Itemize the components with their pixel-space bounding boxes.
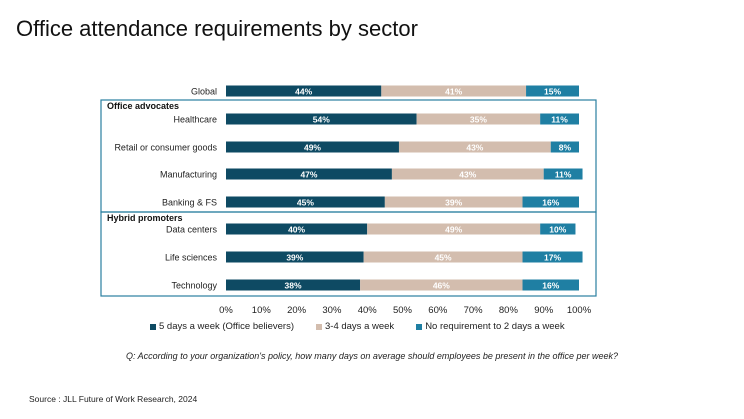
data-label-retail-or-consumer-goods-3-4-days-a-week: 43% (466, 142, 483, 152)
bar-manufacturing-3-4-days-a-week (391, 168, 544, 180)
bar-banking-fs-3-4-days-a-week (384, 196, 523, 208)
bar-retail-or-consumer-goods-no-requirement-to-2-days-a-week (550, 141, 579, 153)
data-label-manufacturing-5-days-a-week-office-believers: 47% (300, 169, 317, 179)
data-label-life-sciences-3-4-days-a-week: 45% (435, 252, 452, 262)
bar-healthcare-3-4-days-a-week (416, 113, 541, 125)
category-label-data-centers: Data centers (166, 225, 218, 235)
chart-legend: 5 days a week (Office believers) 3-4 day… (150, 321, 565, 332)
data-label-banking-fs-no-requirement-to-2-days-a-week: 16% (542, 197, 559, 207)
source-note: Source : JLL Future of Work Research, 20… (29, 394, 198, 404)
bar-technology-3-4-days-a-week (360, 279, 523, 291)
x-tick-label-100pct: 100% (567, 305, 592, 316)
bar-healthcare-no-requirement-to-2-days-a-week (540, 113, 579, 125)
data-label-retail-or-consumer-goods-no-requirement-to-2-days-a-week: 8% (559, 142, 572, 152)
bar-global-5-days-a-week-office-believers (226, 85, 382, 97)
group-label-office-advocates: Office advocates (107, 101, 179, 111)
data-label-global-3-4-days-a-week: 41% (445, 86, 462, 96)
category-label-global: Global (191, 87, 217, 97)
bar-global-no-requirement-to-2-days-a-week (526, 85, 579, 97)
data-label-banking-fs-3-4-days-a-week: 39% (445, 197, 462, 207)
group-label-hybrid-promoters: Hybrid promoters (107, 213, 183, 223)
data-label-healthcare-5-days-a-week-office-believers: 54% (313, 114, 330, 124)
legend-label-no-requirement: No requirement to 2 days a week (425, 321, 565, 332)
bar-healthcare-5-days-a-week-office-believers (226, 113, 417, 125)
bar-banking-fs-5-days-a-week-office-believers (226, 196, 385, 208)
data-label-data-centers-3-4-days-a-week: 49% (445, 224, 462, 234)
bar-manufacturing-5-days-a-week-office-believers (226, 168, 392, 180)
bar-data-centers-3-4-days-a-week (367, 223, 541, 235)
data-label-retail-or-consumer-goods-5-days-a-week-office-believers: 49% (304, 142, 321, 152)
data-label-manufacturing-3-4-days-a-week: 43% (459, 169, 476, 179)
data-label-technology-5-days-a-week-office-believers: 38% (285, 280, 302, 290)
category-label-retail-or-consumer-goods: Retail or consumer goods (114, 143, 217, 153)
group-box-hybrid-promoters (100, 211, 597, 297)
data-label-global-no-requirement-to-2-days-a-week: 15% (544, 86, 561, 96)
legend-swatch-no-requirement (416, 323, 423, 330)
bar-technology-no-requirement-to-2-days-a-week (522, 279, 579, 291)
x-tick-label-10pct: 10% (252, 305, 272, 316)
data-label-life-sciences-5-days-a-week-office-believers: 39% (286, 252, 303, 262)
bar-life-sciences-no-requirement-to-2-days-a-week (522, 251, 583, 263)
data-label-banking-fs-5-days-a-week-office-believers: 45% (297, 197, 314, 207)
x-tick-label-0pct: 0% (219, 305, 233, 316)
legend-item-no-requirement: No requirement to 2 days a week (416, 321, 565, 332)
x-tick-label-90pct: 90% (534, 305, 554, 316)
x-tick-label-70pct: 70% (464, 305, 484, 316)
bar-life-sciences-3-4-days-a-week (363, 251, 523, 263)
bar-retail-or-consumer-goods-3-4-days-a-week (398, 141, 551, 153)
data-label-life-sciences-no-requirement-to-2-days-a-week: 17% (544, 252, 561, 262)
chart-title: Office attendance requirements by sector (16, 16, 418, 41)
legend-label-5-days: 5 days a week (Office believers) (159, 321, 294, 332)
bar-banking-fs-no-requirement-to-2-days-a-week (522, 196, 579, 208)
x-tick-label-80pct: 80% (499, 305, 519, 316)
survey-question: Q: According to your organization's poli… (126, 351, 618, 361)
data-label-data-centers-5-days-a-week-office-believers: 40% (288, 224, 305, 234)
bar-technology-5-days-a-week-office-believers (226, 279, 361, 291)
category-label-manufacturing: Manufacturing (160, 170, 217, 180)
data-label-technology-no-requirement-to-2-days-a-week: 16% (542, 280, 559, 290)
data-label-data-centers-no-requirement-to-2-days-a-week: 10% (549, 224, 566, 234)
legend-item-3-4-days: 3-4 days a week (316, 321, 394, 332)
data-label-global-5-days-a-week-office-believers: 44% (295, 86, 312, 96)
legend-label-3-4-days: 3-4 days a week (325, 321, 395, 332)
category-label-technology: Technology (171, 281, 217, 291)
x-tick-label-40pct: 40% (358, 305, 378, 316)
bar-data-centers-no-requirement-to-2-days-a-week (540, 223, 576, 235)
data-label-healthcare-no-requirement-to-2-days-a-week: 11% (551, 114, 568, 124)
bar-life-sciences-5-days-a-week-office-believers (226, 251, 364, 263)
legend-item-5-days: 5 days a week (Office believers) (150, 321, 294, 332)
x-tick-label-60pct: 60% (428, 305, 448, 316)
x-tick-label-50pct: 50% (393, 305, 413, 316)
data-label-technology-3-4-days-a-week: 46% (433, 280, 450, 290)
data-label-healthcare-3-4-days-a-week: 35% (470, 114, 487, 124)
category-label-healthcare: Healthcare (173, 115, 217, 125)
x-tick-label-30pct: 30% (322, 305, 342, 316)
legend-swatch-3-4-days (316, 323, 322, 330)
bar-retail-or-consumer-goods-5-days-a-week-office-believers (226, 141, 399, 153)
bar-global-3-4-days-a-week (381, 85, 527, 97)
category-label-banking-fs: Banking & FS (162, 198, 217, 208)
x-tick-label-20pct: 20% (287, 305, 307, 316)
bar-manufacturing-no-requirement-to-2-days-a-week (543, 168, 583, 180)
legend-swatch-5-days (150, 323, 156, 330)
bar-data-centers-5-days-a-week-office-believers (226, 223, 368, 235)
category-label-life-sciences: Life sciences (165, 253, 218, 263)
data-label-manufacturing-no-requirement-to-2-days-a-week: 11% (555, 169, 572, 179)
